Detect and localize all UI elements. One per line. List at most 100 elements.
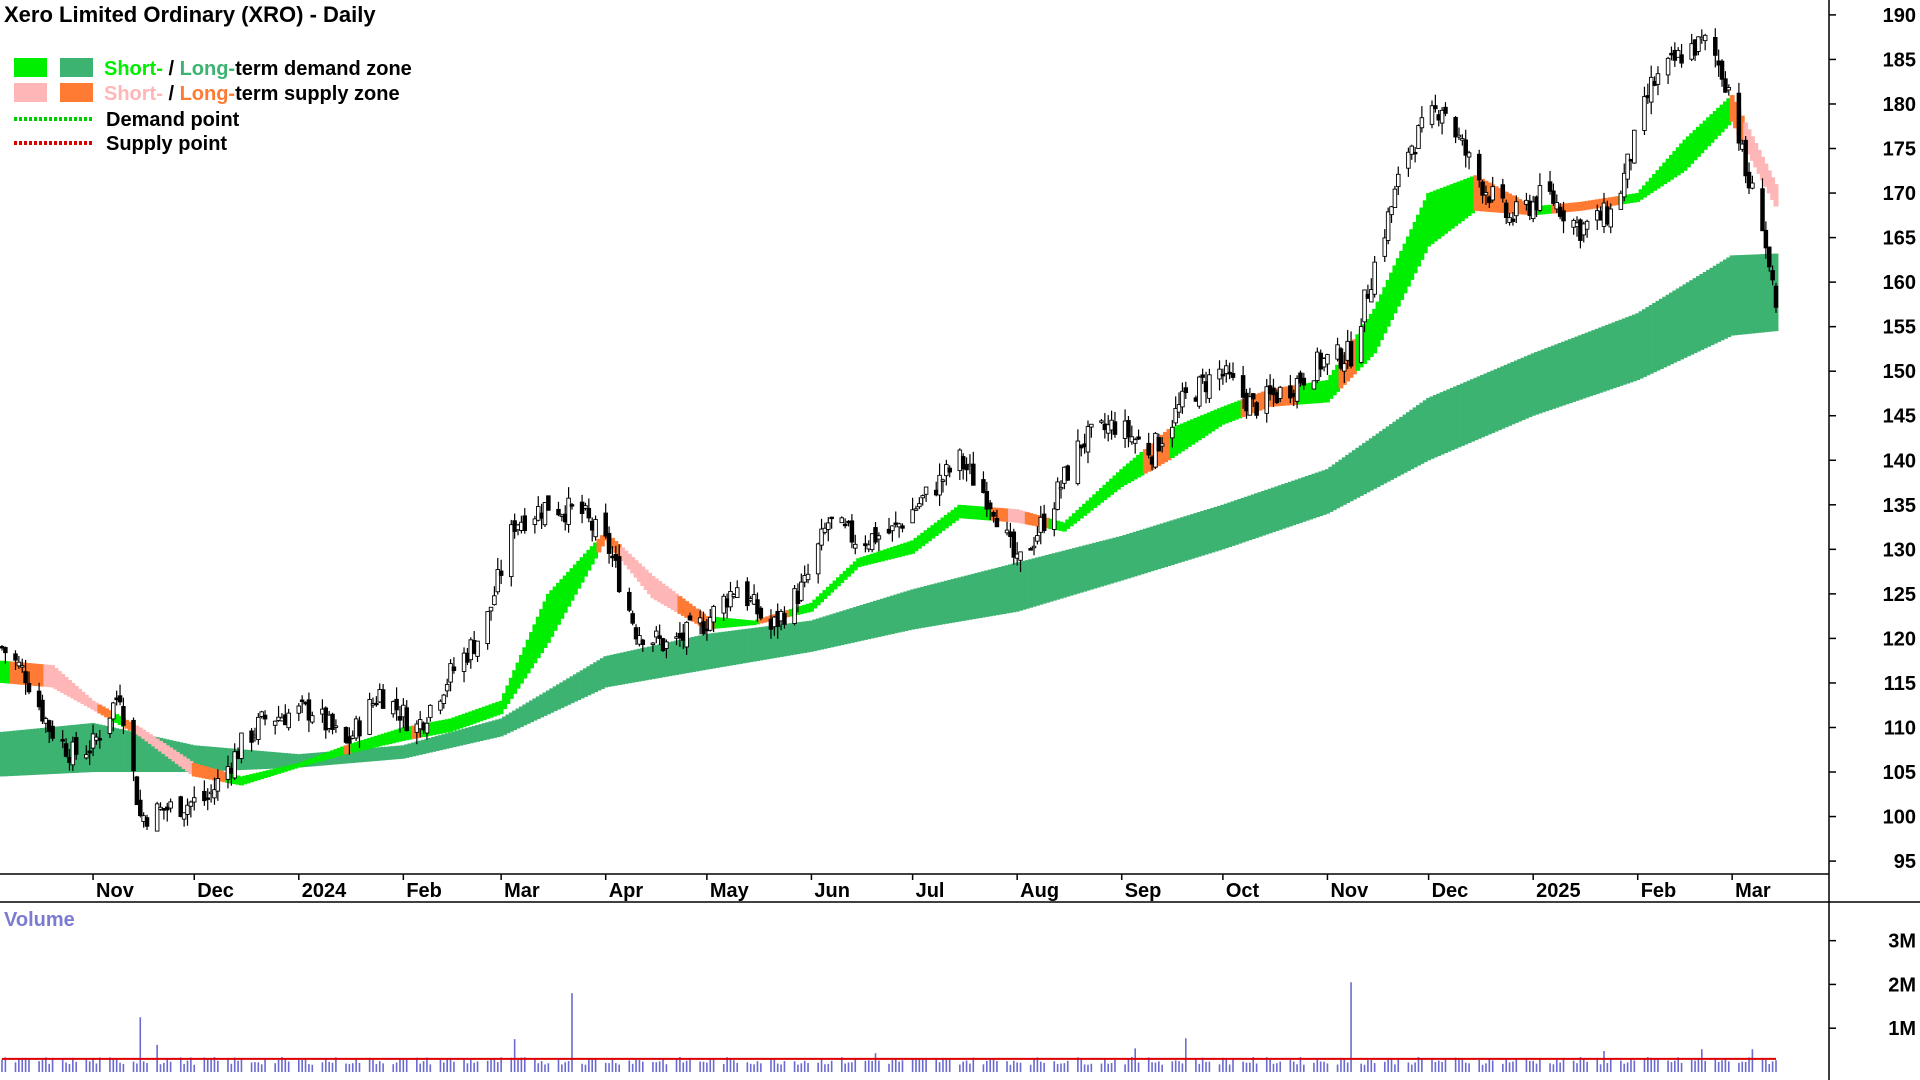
long-term-zone-slice	[1476, 376, 1482, 439]
short-term-zone-slice	[431, 721, 437, 736]
candle-body	[374, 702, 379, 706]
short-term-zone-slice	[1733, 101, 1738, 129]
candle-body	[853, 543, 858, 549]
short-term-zone-slice	[437, 720, 443, 734]
short-term-zone-slice	[765, 616, 771, 622]
long-term-zone-slice	[805, 621, 811, 653]
long-term-zone-slice	[1048, 554, 1054, 602]
candle-body	[1743, 139, 1748, 177]
short-term-zone-slice	[29, 663, 35, 686]
long-term-zone-slice	[454, 730, 460, 747]
short-term-zone-slice	[1682, 139, 1688, 171]
long-term-zone-slice	[1760, 254, 1765, 333]
long-term-zone-slice	[343, 750, 349, 764]
candle-body	[1220, 373, 1226, 377]
long-term-zone-slice	[1348, 452, 1354, 502]
long-term-zone-slice	[980, 571, 986, 618]
long-term-zone-slice	[367, 748, 373, 762]
long-term-zone-slice	[205, 746, 211, 772]
short-term-zone-slice	[137, 727, 143, 737]
long-term-zone-slice	[997, 567, 1003, 615]
long-term-zone-slice	[1001, 566, 1007, 614]
price-tick-label: 125	[1883, 584, 1916, 606]
legend-supply-zone-label: Short- / Long-term supply zone	[104, 83, 400, 105]
long-term-zone-slice	[620, 652, 626, 685]
short-term-zone-slice	[282, 766, 288, 772]
short-term-zone-slice	[805, 603, 811, 613]
short-term-zone-slice	[943, 514, 949, 529]
short-term-zone-slice	[1399, 250, 1405, 300]
candle-body	[296, 705, 302, 714]
candle-body	[1382, 237, 1388, 257]
long-term-zone-slice	[940, 581, 946, 625]
candle-body	[799, 581, 804, 601]
long-term-zone-slice	[616, 653, 622, 686]
long-term-zone-slice	[1254, 493, 1260, 538]
long-term-zone-slice	[984, 570, 990, 617]
short-term-zone-slice	[1635, 193, 1641, 202]
long-term-zone-slice	[903, 591, 909, 631]
short-term-zone-slice	[1611, 196, 1617, 206]
candle-body	[1294, 378, 1300, 402]
candle-body	[1112, 421, 1118, 435]
long-term-zone-slice	[839, 611, 845, 646]
long-term-zone-slice	[1358, 445, 1364, 496]
long-term-zone-slice	[1571, 337, 1577, 402]
candle-body	[451, 666, 457, 671]
short-term-zone-slice	[1190, 419, 1195, 445]
long-term-zone-slice	[589, 664, 595, 694]
candle-body	[782, 613, 787, 625]
long-term-zone-slice	[1031, 558, 1037, 607]
short-term-zone-slice	[6, 661, 12, 684]
long-term-zone-slice	[1507, 363, 1513, 426]
candle-body	[232, 751, 237, 779]
candle-body	[498, 570, 504, 576]
short-term-zone-slice	[1335, 364, 1341, 392]
long-term-zone-slice	[444, 733, 450, 749]
short-term-zone-slice	[650, 576, 656, 599]
long-term-zone-slice	[407, 743, 413, 758]
candle-body	[444, 683, 450, 692]
short-term-zone-slice	[198, 765, 204, 778]
long-term-zone-slice	[1449, 387, 1455, 451]
long-term-zone-slice	[468, 726, 474, 744]
candle-body	[191, 797, 197, 803]
candle-body	[1632, 129, 1637, 164]
date-tick-label: 2025	[1536, 880, 1581, 902]
short-term-zone-slice	[846, 567, 851, 577]
short-term-zone-slice	[1163, 431, 1169, 463]
candle-body	[1773, 285, 1779, 308]
candle-body	[664, 641, 669, 649]
short-term-zone-slice	[1544, 205, 1550, 215]
candle-body	[168, 801, 173, 809]
short-term-zone-slice	[569, 568, 575, 601]
short-term-zone-slice	[245, 774, 251, 784]
short-term-zone-slice	[1095, 491, 1101, 506]
short-term-zone-slice	[1550, 204, 1556, 214]
short-term-zone-slice	[660, 583, 666, 605]
candle-body	[1311, 380, 1317, 390]
candle-body	[987, 502, 993, 510]
short-term-zone-slice	[1021, 511, 1027, 524]
short-term-zone-slice	[367, 737, 373, 749]
short-term-zone-slice	[694, 608, 700, 624]
long-term-zone-slice	[417, 740, 423, 755]
short-term-zone-slice	[751, 620, 757, 626]
long-term-zone-slice	[879, 598, 885, 637]
long-term-zone-slice	[755, 627, 760, 661]
short-term-zone-slice	[397, 728, 403, 742]
candle-body	[1466, 152, 1472, 158]
candle-body	[1770, 270, 1775, 281]
date-tick-label: Mar	[1735, 880, 1771, 902]
short-term-zone-slice	[333, 749, 339, 758]
candle-body	[566, 497, 571, 525]
short-term-zone-slice	[168, 747, 174, 759]
candle-body	[627, 591, 632, 611]
long-term-zone-slice	[1085, 544, 1091, 591]
long-term-zone-slice	[515, 708, 521, 729]
long-term-zone-slice	[1244, 496, 1249, 542]
short-term-zone-slice	[1628, 194, 1634, 204]
long-term-zone-slice	[825, 615, 831, 649]
long-term-zone-slice	[212, 747, 217, 772]
long-term-zone-slice	[795, 622, 801, 655]
